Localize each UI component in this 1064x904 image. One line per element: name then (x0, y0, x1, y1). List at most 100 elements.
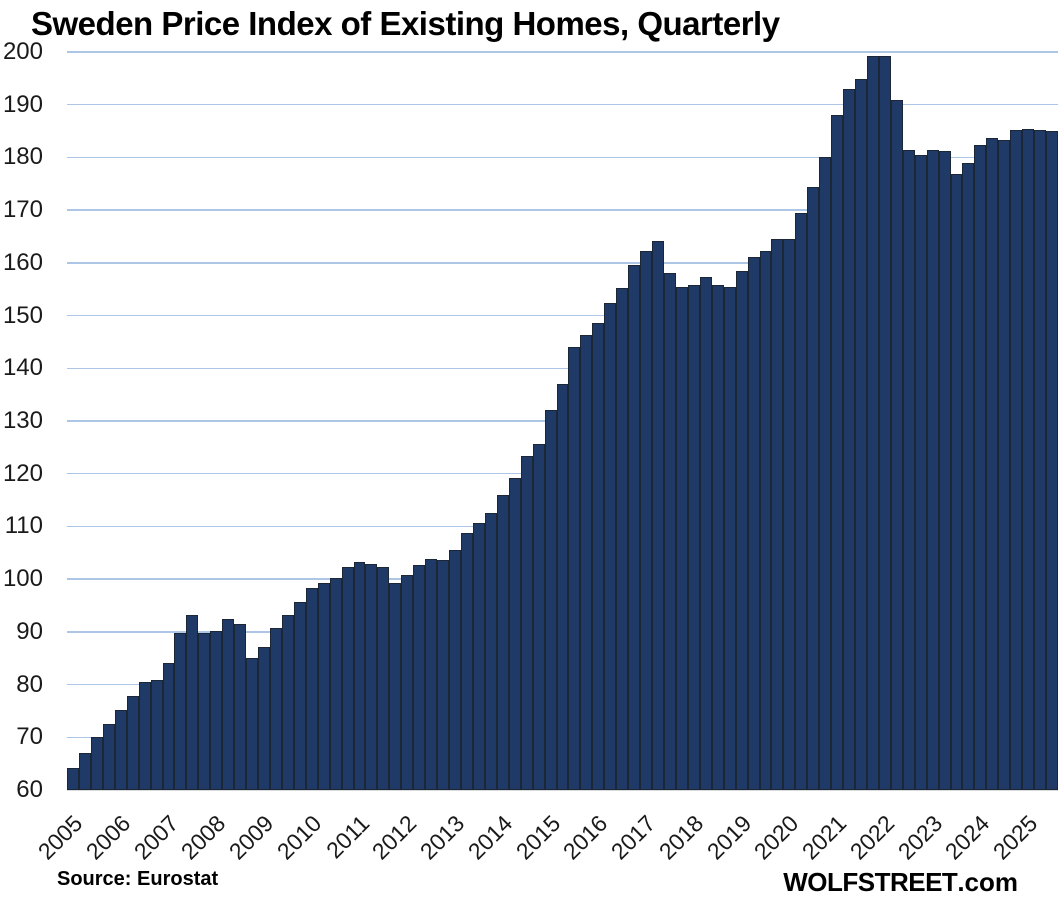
bar-2023Q3 (950, 173, 963, 790)
gridline (67, 51, 1058, 53)
bar-2017Q2 (652, 240, 664, 790)
bar-2010Q2 (317, 583, 330, 790)
bar-2016Q2 (604, 302, 617, 790)
bar-2008Q1 (210, 630, 223, 790)
bar-2008Q4 (246, 658, 259, 790)
bar-2009Q4 (293, 601, 306, 790)
bar-2021Q3 (855, 78, 867, 790)
bar-2020Q1 (783, 238, 796, 790)
bar-2019Q2 (747, 257, 760, 790)
bar-2011Q4 (389, 583, 402, 790)
bar-2015Q4 (580, 335, 593, 790)
y-tick-label: 90 (16, 617, 43, 645)
bar-2009Q3 (281, 614, 294, 790)
y-tick-label: 130 (2, 407, 43, 434)
bar-2020Q3 (807, 186, 820, 790)
bar-2021Q1 (831, 114, 844, 790)
y-tick-label: 60 (16, 776, 43, 803)
bar-2023Q4 (962, 162, 975, 790)
bar-2024Q2 (986, 138, 999, 790)
bar-2006Q3 (138, 682, 151, 790)
bar-2005Q3 (90, 737, 103, 790)
bar-2013Q2 (461, 532, 473, 790)
bar-2015Q3 (568, 347, 581, 790)
y-tick-label: 190 (2, 90, 43, 118)
y-tick-label: 150 (2, 301, 43, 329)
bar-2014Q2 (508, 477, 521, 790)
bar-2018Q3 (711, 284, 724, 790)
y-tick-label: 180 (2, 143, 43, 171)
bar-2010Q3 (329, 577, 342, 790)
bar-2005Q1 (67, 767, 79, 790)
source-label: Source: Eurostat (57, 868, 219, 890)
bar-2010Q4 (341, 567, 354, 790)
bar-2011Q1 (353, 561, 366, 790)
bar-2022Q4 (914, 155, 927, 790)
bar-2021Q4 (866, 55, 879, 790)
bar-2025Q3 (1046, 131, 1058, 790)
y-tick-label: 80 (16, 670, 43, 698)
bar-2019Q3 (759, 250, 772, 790)
bar-2019Q4 (771, 238, 784, 790)
bar-2013Q4 (484, 513, 497, 790)
gridline (67, 156, 1058, 159)
watermark: WOLFSTREET.com (783, 867, 1018, 898)
bar-2007Q1 (162, 662, 175, 790)
bar-2013Q3 (472, 522, 485, 790)
bar-2023Q1 (926, 149, 939, 790)
bar-2007Q2 (174, 632, 187, 790)
bar-2017Q4 (675, 287, 688, 790)
watermark-domain-suffix: .com (957, 867, 1018, 897)
bar-2017Q1 (640, 250, 653, 790)
bar-2006Q4 (150, 680, 163, 790)
chart-title: Sweden Price Index of Existing Homes, Qu… (31, 5, 780, 42)
gridline (67, 103, 1058, 106)
bar-2013Q1 (449, 550, 461, 790)
bar-2024Q1 (974, 145, 987, 790)
y-tick-label: 110 (4, 512, 43, 540)
bar-2005Q4 (102, 724, 115, 790)
bar-2016Q3 (616, 288, 629, 790)
y-tick-label: 100 (2, 565, 43, 593)
bar-2010Q1 (305, 588, 318, 790)
bar-2014Q4 (532, 443, 545, 790)
bar-2006Q2 (126, 696, 139, 790)
y-tick-label: 160 (2, 248, 43, 276)
gridline (67, 262, 1058, 264)
bar-2006Q1 (114, 709, 127, 790)
bar-2008Q3 (234, 623, 247, 790)
bar-2009Q1 (258, 647, 270, 790)
bar-2007Q4 (198, 632, 211, 790)
gridline (67, 367, 1058, 370)
bar-2019Q1 (735, 270, 748, 790)
bar-2024Q4 (1010, 130, 1023, 790)
bar-2021Q2 (843, 88, 856, 790)
bar-2025Q2 (1034, 130, 1047, 790)
bar-2007Q3 (186, 614, 199, 790)
y-tick-label: 70 (16, 723, 43, 751)
bar-2018Q4 (723, 287, 736, 790)
bar-2016Q1 (592, 323, 605, 790)
bar-2011Q3 (377, 567, 390, 790)
bar-2005Q2 (78, 753, 91, 790)
bar-2008Q2 (222, 619, 235, 790)
y-tick-label: 170 (2, 196, 43, 224)
bar-2018Q2 (699, 277, 712, 790)
bar-2016Q4 (628, 265, 641, 790)
bar-2012Q3 (425, 559, 438, 790)
bar-2022Q3 (902, 150, 915, 790)
bar-2011Q2 (365, 563, 378, 790)
bar-2022Q1 (878, 55, 891, 790)
bar-2012Q1 (401, 574, 414, 790)
bar-2022Q2 (890, 99, 903, 790)
gridline (67, 209, 1058, 211)
bar-2015Q2 (556, 384, 569, 790)
y-tick-label: 200 (2, 38, 43, 65)
bar-2024Q3 (998, 140, 1011, 790)
watermark-brand: WOLFSTREET (783, 867, 958, 897)
bar-2020Q2 (795, 212, 808, 790)
bar-2017Q3 (663, 273, 676, 790)
y-tick-label: 120 (2, 459, 43, 487)
bar-2012Q4 (437, 560, 450, 790)
